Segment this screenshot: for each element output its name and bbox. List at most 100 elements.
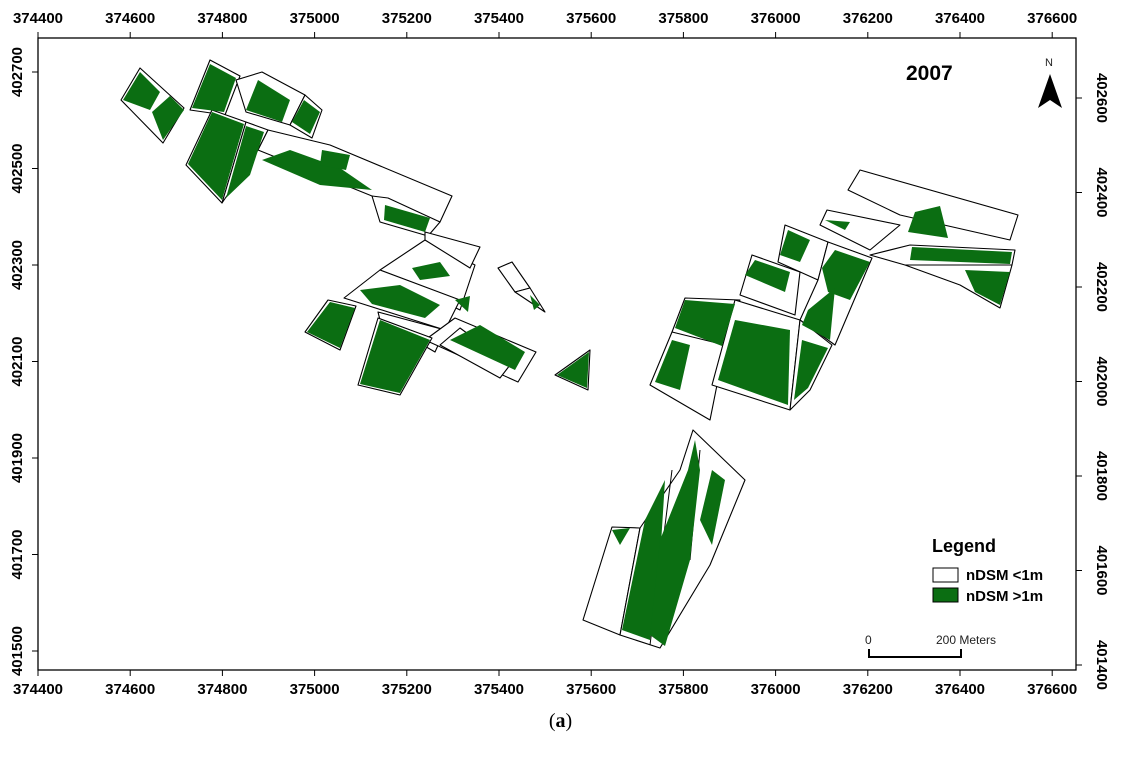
x-tick-label-top: 375200: [382, 10, 432, 27]
vegetation-patch: [530, 295, 540, 310]
scale-end-label: 200 Meters: [936, 633, 996, 647]
y-tick-label-right: 401600: [1093, 545, 1110, 595]
x-tick-label-top: 376600: [1027, 10, 1077, 27]
x-tick-label-bottom: 374600: [105, 681, 155, 698]
vegetation-patch: [745, 260, 790, 292]
map-figure: 374400 374600 374800 375000 375200 375400 3756…: [9, 10, 1110, 698]
y-tick-label-right: 402400: [1093, 167, 1110, 217]
legend-label-high: nDSM >1m: [966, 588, 1043, 605]
y-tick-label-left: 401500: [9, 626, 26, 676]
vegetation-patch: [262, 150, 372, 190]
vegetation-patch: [384, 205, 430, 232]
legend-swatch-low: [932, 567, 959, 583]
x-tick-label-top: 376200: [843, 10, 893, 27]
vegetation-patch: [650, 440, 700, 646]
vegetation-patch: [675, 300, 735, 346]
x-tick-label-top: 374600: [105, 10, 155, 27]
vegetation-patch: [450, 325, 525, 370]
y-tick-label-left: 402100: [9, 336, 26, 386]
y-axis-right: 402600 402400 402200 402000 401800 401600 4014…: [1076, 73, 1110, 690]
vegetation-patch: [802, 288, 835, 340]
y-tick-label-left: 402300: [9, 240, 26, 290]
parcel-group-east: [649, 169, 1019, 421]
caption-open: (: [548, 710, 556, 732]
parcel-group-south: [582, 429, 746, 649]
legend-label-low: nDSM <1m: [966, 567, 1043, 584]
y-tick-label-right: 401400: [1093, 640, 1110, 690]
vegetation-patch: [825, 220, 850, 230]
y-axis-left: 402700 402500 402300 402100 401900 401700 4015…: [9, 47, 38, 676]
x-tick-label-bottom: 376400: [935, 681, 985, 698]
x-tick-label-top: 374800: [197, 10, 247, 27]
vegetation-patch: [910, 247, 1012, 264]
vegetation-patch: [292, 100, 320, 134]
legend-title: Legend: [932, 536, 996, 556]
vegetation-patch: [908, 206, 948, 238]
vegetation-patch: [320, 150, 350, 170]
vegetation-patch: [307, 302, 355, 348]
vegetation-patch: [360, 320, 430, 393]
vegetation-patch: [152, 96, 184, 140]
scale-bar: 0 200 Meters: [865, 633, 996, 658]
x-tick-label-top: 376000: [751, 10, 801, 27]
caption-letter: a: [555, 710, 566, 732]
vegetation-patch: [226, 126, 264, 198]
x-axis-bottom: 374400 374600 374800 375000 375200 375400 3756…: [13, 670, 1077, 698]
x-tick-label-bottom: 376600: [1027, 681, 1077, 698]
caption-close: ): [565, 710, 573, 732]
vegetation-patch: [360, 285, 440, 318]
parcel: [819, 209, 901, 251]
vegetation-patch: [192, 64, 236, 112]
legend: Legend nDSM <1m nDSM >1m: [932, 536, 1043, 605]
figure-caption: (a): [0, 710, 1121, 733]
north-label: N: [1045, 57, 1053, 69]
y-tick-label-left: 402500: [9, 143, 26, 193]
north-arrow-icon: N: [1038, 57, 1062, 108]
x-tick-label-bottom: 376000: [751, 681, 801, 698]
parcel-group-northwest: [120, 59, 453, 237]
vegetation-patch: [188, 112, 244, 200]
x-tick-label-top: 375600: [566, 10, 616, 27]
vegetation-patch: [655, 340, 690, 390]
map-frame: [37, 37, 1077, 671]
y-tick-label-right: 402200: [1093, 262, 1110, 312]
vegetation-patch: [822, 250, 870, 300]
vegetation-patch: [718, 320, 790, 405]
x-tick-label-bottom: 376200: [843, 681, 893, 698]
vegetation-patch: [780, 230, 810, 262]
vegetation-patch: [246, 80, 290, 122]
vegetation-patch: [700, 470, 725, 545]
y-tick-label-right: 402000: [1093, 356, 1110, 406]
vegetation-patch: [412, 262, 450, 280]
x-tick-label-bottom: 374400: [13, 681, 63, 698]
x-tick-label-bottom: 375800: [658, 681, 708, 698]
vegetation-patch: [612, 528, 630, 545]
x-tick-label-bottom: 375400: [474, 681, 524, 698]
x-tick-label-top: 376400: [935, 10, 985, 27]
y-tick-label-left: 401700: [9, 529, 26, 579]
legend-swatch-high: [932, 587, 959, 603]
parcel-group-central: [304, 231, 591, 396]
parcel: [424, 231, 481, 269]
y-tick-label-left: 402700: [9, 47, 26, 97]
vegetation-patch: [455, 296, 470, 312]
vegetation-patch: [123, 72, 160, 110]
x-tick-label-top: 375000: [290, 10, 340, 27]
year-label: 2007: [906, 62, 953, 85]
vegetation-patch: [794, 340, 828, 400]
x-tick-label-bottom: 375600: [566, 681, 616, 698]
x-tick-label-top: 375400: [474, 10, 524, 27]
x-tick-label-bottom: 374800: [197, 681, 247, 698]
x-tick-label-bottom: 375000: [290, 681, 340, 698]
y-tick-label-left: 401900: [9, 433, 26, 483]
y-tick-label-right: 401800: [1093, 451, 1110, 501]
x-tick-label-top: 374400: [13, 10, 63, 27]
vegetation-patch: [557, 352, 589, 388]
vegetation-patch: [965, 270, 1010, 305]
x-axis-top: 374400 374600 374800 375000 375200 375400 3756…: [13, 10, 1077, 38]
scale-start-label: 0: [865, 633, 872, 647]
parcel: [847, 169, 1019, 241]
x-tick-label-top: 375800: [658, 10, 708, 27]
x-tick-label-bottom: 375200: [382, 681, 432, 698]
y-tick-label-right: 402600: [1093, 73, 1110, 123]
